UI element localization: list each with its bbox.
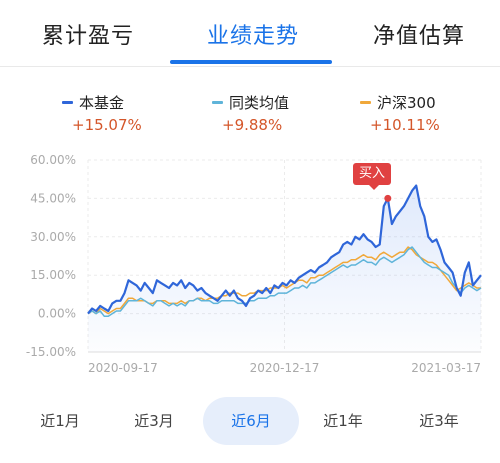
tab-nav-estimate[interactable]: 净值估算 <box>373 24 466 49</box>
series-line-2 <box>87 246 481 315</box>
series-line-0 <box>87 184 482 315</box>
legend-swatch-csi300 <box>360 100 371 104</box>
y-tick-label: 60.00% <box>30 153 76 167</box>
legend-item-peer-average: 同类均值 +9.88% <box>212 92 289 134</box>
legend-value-fund: +15.07% <box>72 116 142 134</box>
period-3-months[interactable]: 近3月 <box>134 412 174 430</box>
legend-label-csi300: 沪深300 <box>377 93 436 112</box>
legend-swatch-fund <box>62 100 73 104</box>
period-1-year[interactable]: 近1年 <box>323 412 363 430</box>
legend-item-csi300: 沪深300 +10.11% <box>360 92 440 134</box>
x-tick-label: 2020-09-17 <box>88 361 158 375</box>
top-tab-bar: 累计盈亏 业绩走势 净值估算 <box>0 0 500 64</box>
tab-performance-trend[interactable]: 业绩走势 <box>207 24 300 49</box>
axis-text-layer: 60.00% 45.00% 30.00% 15.00% 0.00% -15.00% 2020… <box>26 153 481 375</box>
line-layer <box>87 184 482 317</box>
period-6-months[interactable]: 近6月 <box>203 397 299 445</box>
tab-cumulative-pnl[interactable]: 累计盈亏 <box>42 24 135 49</box>
y-tick-label: 30.00% <box>30 230 76 244</box>
chart-svg: 60.00% 45.00% 30.00% 15.00% 0.00% -15.00% 2020… <box>26 153 482 375</box>
y-tick-label: 45.00% <box>30 191 76 205</box>
x-tick-label: 2020-12-17 <box>250 361 320 375</box>
y-tick-label: 15.00% <box>30 268 76 282</box>
period-3-years[interactable]: 近3年 <box>419 412 459 430</box>
legend-swatch-peer-average <box>212 100 223 104</box>
fill-layer <box>88 185 481 352</box>
legend-value-csi300: +10.11% <box>370 116 440 134</box>
legend-label-fund: 本基金 <box>79 93 125 112</box>
buy-badge: 买入 <box>353 163 391 190</box>
x-tick-label: 2021-03-17 <box>411 361 481 375</box>
buy-marker-dot <box>384 194 392 202</box>
series-line-1 <box>87 246 482 317</box>
y-tick-label: 0.00% <box>38 307 76 321</box>
legend-item-fund: 本基金 +15.07% <box>62 92 142 134</box>
tabs-divider <box>0 66 500 67</box>
legend-label-peer-average: 同类均值 <box>229 93 290 112</box>
active-tab-indicator <box>170 60 332 64</box>
period-selector: 近1月 近3月 近6月 近1年 近3年 <box>0 397 500 445</box>
performance-chart[interactable]: 60.00% 45.00% 30.00% 15.00% 0.00% -15.00% 2020… <box>0 148 500 388</box>
period-1-month[interactable]: 近1月 <box>40 412 80 430</box>
legend-value-peer-average: +9.88% <box>222 116 283 134</box>
fund-area-fill <box>88 185 481 352</box>
marker-layer <box>384 194 392 202</box>
y-tick-label: -15.00% <box>26 345 76 359</box>
